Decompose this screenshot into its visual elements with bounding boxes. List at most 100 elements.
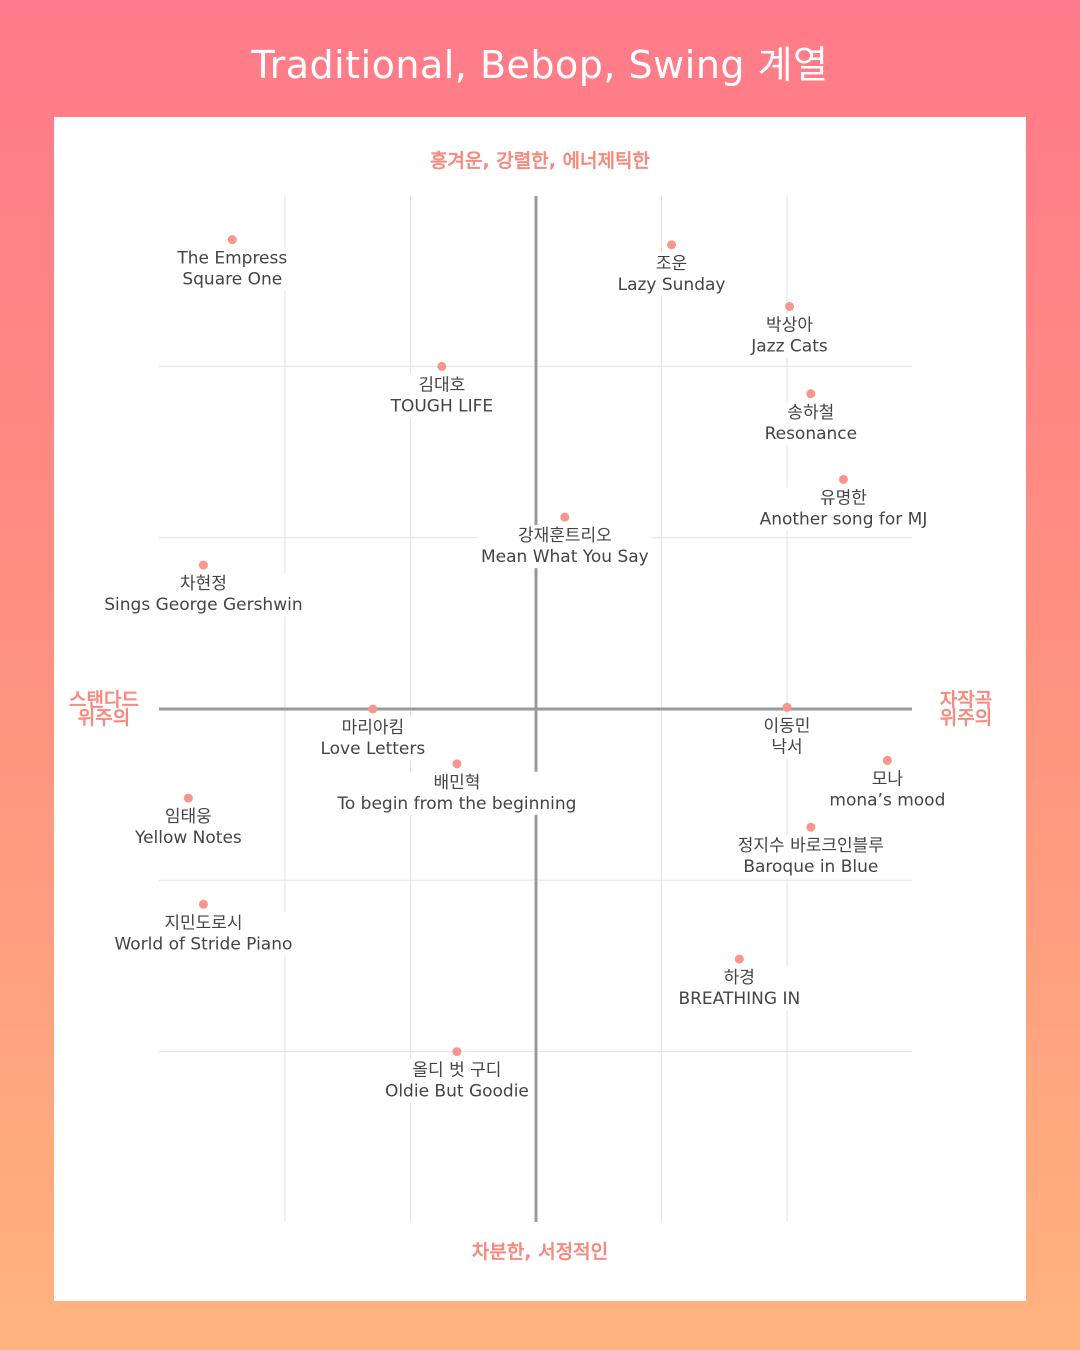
artist-label: The Empress — [176, 249, 287, 269]
data-point-marker — [452, 759, 462, 769]
label-halo — [675, 967, 804, 1011]
data-point-marker — [806, 389, 816, 399]
data-point-marker — [437, 361, 447, 371]
axis-label-left-line2: 위주의 — [77, 707, 131, 729]
artist-label: 이동민 — [764, 716, 811, 736]
label-halo — [756, 487, 931, 531]
label-halo — [333, 771, 580, 815]
artist-label: 임태웅 — [165, 807, 212, 827]
album-label: mona’s mood — [829, 790, 945, 810]
data-point-marker — [838, 474, 848, 484]
label-halo — [317, 717, 429, 760]
artist-label: 하경 — [724, 968, 755, 988]
label-halo — [386, 374, 497, 418]
label-background — [477, 525, 652, 569]
data-point-marker — [198, 560, 208, 570]
artist-label: 지민도로시 — [164, 913, 242, 933]
data-point-marker — [782, 702, 792, 712]
album-label: Mean What You Say — [481, 547, 649, 567]
album-label: Yellow Notes — [134, 828, 242, 848]
label-halo — [734, 835, 887, 879]
label-background — [614, 252, 729, 296]
data-point-marker — [198, 899, 208, 909]
album-label: BREATHING IN — [678, 989, 800, 1009]
label-background — [381, 1059, 532, 1103]
label-background — [826, 768, 949, 812]
album-label: 낙서 — [771, 737, 802, 757]
data-point-marker — [227, 235, 237, 245]
artist-label: 마리아킴 — [342, 718, 405, 738]
artist-label: 올디 벗 구디 — [412, 1061, 501, 1081]
label-background — [101, 573, 306, 617]
data-point-marker — [734, 954, 744, 964]
data-point-marker — [183, 793, 193, 803]
artist-label: 조운 — [656, 254, 687, 274]
data-point-marker — [806, 822, 816, 832]
artist-label: 박상아 — [766, 315, 813, 335]
album-label: To begin from the beginning — [336, 794, 576, 814]
axis-label-bottom: 차분한, 서정적인 — [471, 1241, 609, 1263]
data-point-marker — [667, 240, 677, 250]
album-label: Jazz Cats — [750, 336, 828, 356]
label-background — [111, 912, 296, 956]
axis-label-left: 스탠다드 위주의 — [64, 689, 144, 729]
label-background — [760, 715, 814, 759]
label-halo — [826, 768, 949, 812]
label-halo — [381, 1059, 532, 1103]
label-halo — [111, 912, 296, 956]
axis-label-right-line1: 자작곡 — [939, 689, 993, 711]
axis-label-right: 자작곡 위주의 — [926, 689, 1006, 728]
artist-label: 차현정 — [180, 574, 227, 594]
axis-label-top: 흥겨운, 강렬한, 에너제틱한 — [430, 150, 650, 172]
artist-label: 배민혁 — [433, 773, 480, 793]
label-background — [756, 487, 931, 531]
album-label: Love Letters — [320, 739, 425, 759]
label-background — [173, 247, 291, 291]
album-label: Square One — [182, 270, 282, 290]
label-background — [386, 374, 497, 418]
label-background — [130, 806, 245, 850]
album-label: Resonance — [765, 424, 858, 444]
album-label: TOUGH LIFE — [390, 396, 494, 416]
data-point-marker — [560, 512, 570, 522]
label-halo — [173, 247, 291, 291]
album-label: Baroque in Blue — [743, 857, 878, 877]
label-background — [675, 967, 804, 1011]
artist-label: 정지수 바로크인블루 — [738, 836, 884, 856]
label-halo — [614, 252, 729, 296]
label-halo — [747, 314, 831, 358]
label-background — [734, 835, 887, 879]
artist-label: 강재훈트리오 — [518, 526, 612, 546]
artist-label: 송하철 — [787, 403, 834, 423]
label-halo — [477, 525, 652, 569]
data-point-marker — [368, 704, 378, 714]
album-label: World of Stride Piano — [114, 934, 292, 954]
artist-label: 유명한 — [820, 488, 867, 508]
artist-label: 모나 — [872, 769, 904, 789]
album-label: Oldie But Goodie — [385, 1082, 529, 1102]
page-title: Traditional, Bebop, Swing 계열 — [251, 43, 829, 87]
album-label: Sings George Gershwin — [104, 595, 302, 615]
label-halo — [101, 573, 306, 617]
data-point-marker — [882, 755, 892, 765]
label-background — [747, 314, 831, 358]
artist-label: 김대호 — [418, 375, 465, 395]
data-point-marker — [452, 1047, 462, 1057]
label-halo — [130, 806, 245, 850]
data-point-marker — [785, 301, 795, 311]
label-background — [333, 771, 580, 815]
axis-label-left-line1: 스탠다드 — [69, 689, 139, 711]
label-halo — [761, 401, 861, 445]
